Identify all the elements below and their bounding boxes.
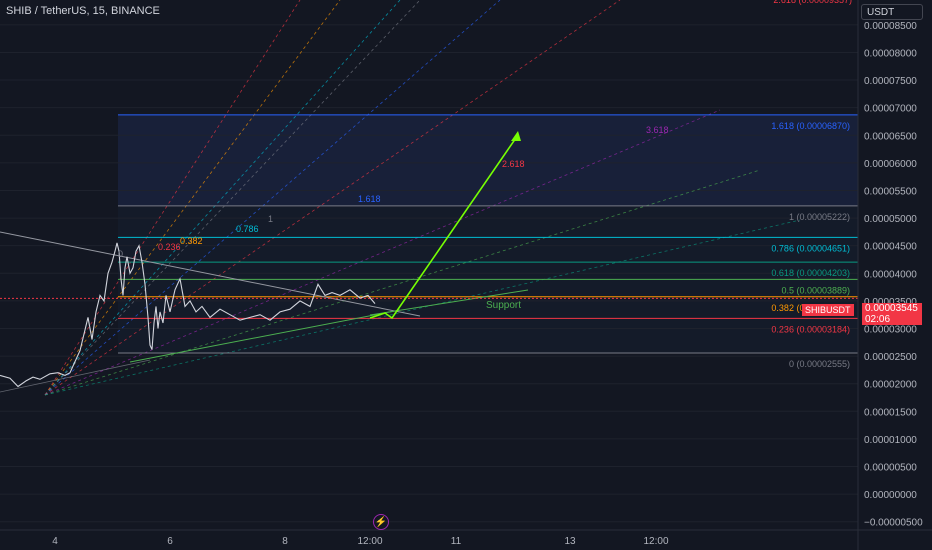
fib-level-label: 1 (0.00005222) — [789, 212, 850, 222]
lower-channel-line — [0, 359, 151, 393]
fib-level-label: 0.236 (0.00003184) — [771, 324, 850, 334]
y-tick-label: 0.00007000 — [864, 104, 917, 115]
y-tick-label: 0.00001500 — [864, 407, 917, 418]
fib-fan-label: 1.618 — [358, 194, 381, 204]
fib-fan-label: 3.618 — [646, 125, 669, 135]
descending-trendline — [0, 231, 421, 317]
lightning-event-icon[interactable]: ⚡ — [373, 514, 389, 530]
exchange-label: BINANCE — [111, 5, 160, 17]
x-tick-label: 13 — [564, 536, 576, 547]
fib-fan-line — [44, 169, 761, 396]
fib-fan-line — [44, 0, 341, 396]
y-tick-label: 0.00002500 — [864, 352, 917, 363]
fib-fan-label: 1 — [268, 214, 273, 224]
interval-label: 15 — [92, 5, 105, 17]
fib-fan-line — [44, 0, 421, 396]
ascending-trendline — [129, 309, 401, 363]
y-tick-label: 0.00005000 — [864, 214, 917, 225]
y-tick-label: −0.00000500 — [864, 518, 923, 529]
y-tick-label: 0.00003500 — [864, 297, 917, 308]
fib-level-label: 1.618 (0.00006870) — [771, 121, 850, 131]
price-line — [0, 242, 376, 388]
y-tick-label: 0.00004500 — [864, 242, 917, 253]
fib-level-label: 2.618 (0.00009357) — [773, 0, 852, 5]
symbol-name: SHIB / TetherUS — [6, 5, 87, 17]
y-tick-label: 0.00005500 — [864, 186, 917, 197]
fib-level-label: 0.786 (0.00004651) — [771, 243, 850, 253]
y-tick-label: 0.00008000 — [864, 48, 917, 59]
projection-arrowhead — [511, 131, 521, 141]
fib-fan-label: 0 — [118, 249, 123, 259]
fib-level-label: 0.5 (0.00003889) — [781, 285, 850, 295]
fib-fan-label: 0.786 — [236, 224, 259, 234]
fib-fan-line — [44, 0, 301, 396]
y-tick-label: 0.00003000 — [864, 324, 917, 335]
x-tick-label: 4 — [52, 536, 58, 547]
y-tick-label: 0.00006000 — [864, 159, 917, 170]
fib-level-label: 0.618 (0.00004203) — [771, 268, 850, 278]
fib-fan-line — [44, 0, 401, 396]
y-tick-label: 0.00000000 — [864, 490, 917, 501]
current-price-value: 0.00003545 — [865, 303, 918, 314]
fib-zone-upper — [118, 114, 858, 206]
y-tick-label: 0.00007500 — [864, 76, 917, 87]
fib-fan-label: 0.382 — [180, 236, 203, 246]
fib-fan-label: 0.236 — [158, 242, 181, 252]
fib-level-label: 0 (0.00002555) — [789, 359, 850, 369]
x-tick-label: 11 — [451, 536, 462, 547]
symbol-title[interactable]: SHIB / TetherUS, 15, BINANCE — [6, 5, 160, 17]
y-tick-label: 0.00006500 — [864, 131, 917, 142]
y-tick-label: 0.00001000 — [864, 435, 917, 446]
support-label: Support — [486, 300, 521, 311]
x-tick-label: 6 — [167, 536, 173, 547]
x-tick-label: 8 — [282, 536, 288, 547]
y-tick-label: 0.00008500 — [864, 21, 917, 32]
y-tick-label: 0.00004000 — [864, 269, 917, 280]
current-price-label: 0.00003545 02:06 — [862, 303, 922, 325]
bar-countdown: 02:06 — [865, 314, 891, 325]
x-tick-label: 12:00 — [643, 536, 668, 547]
x-tick-label: 12:00 — [357, 536, 382, 547]
y-tick-label: 0.00000500 — [864, 463, 917, 474]
symbol-price-tag: SHIBUSDT — [802, 304, 854, 316]
fib-fan-line — [44, 0, 501, 396]
currency-button[interactable]: USDT — [861, 4, 923, 20]
projection-arrow — [369, 134, 519, 320]
fib-fan-line — [44, 0, 621, 396]
y-tick-label: 0.00002000 — [864, 380, 917, 391]
fib-fan-label: 2.618 — [502, 159, 525, 169]
fib-fan-line — [44, 109, 721, 396]
